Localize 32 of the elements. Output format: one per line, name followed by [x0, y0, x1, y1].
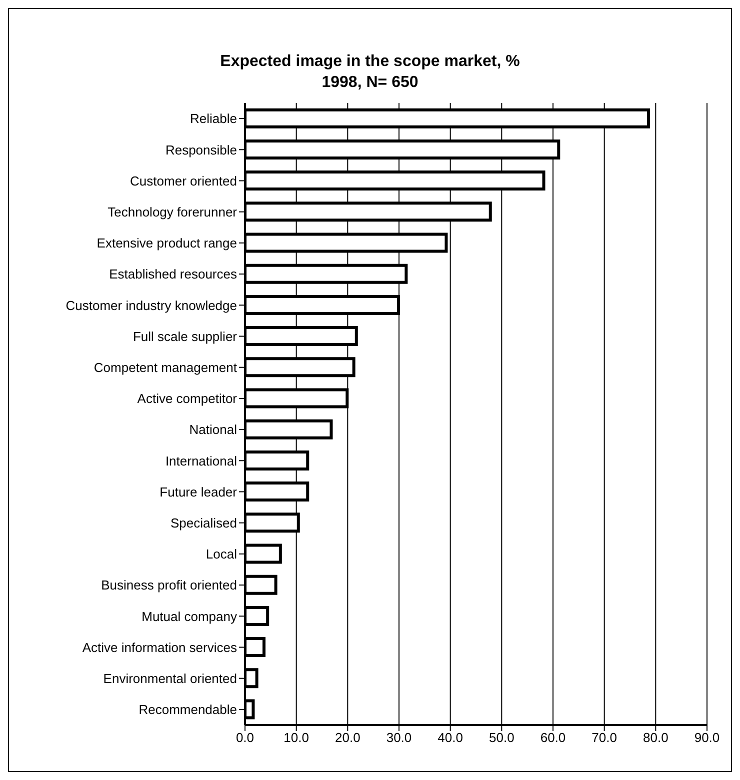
y-tick-label: Customer oriented	[130, 173, 237, 188]
y-tick-label: Recommendable	[138, 702, 237, 718]
chart-title: Expected image in the scope market, %	[219, 52, 521, 72]
y-tick-label: National	[189, 422, 238, 438]
x-tick-label: 80.0	[643, 730, 668, 746]
y-tick-label: Competent management	[94, 360, 238, 375]
y-tick-label: Responsible	[165, 142, 237, 158]
x-tick-label: 40.0	[438, 730, 463, 746]
x-tick-label: 0.0	[236, 730, 254, 746]
x-tick-label: 50.0	[489, 730, 514, 746]
y-tick-label: Technology forerunner	[108, 204, 238, 220]
x-tick-label: 20.0	[335, 730, 360, 746]
y-tick-label: Customer industry knowledge	[66, 298, 237, 313]
y-tick-label: Extensive product range	[96, 236, 237, 251]
y-tick-label: Environmental oriented	[103, 670, 237, 686]
y-tick-label: Local	[206, 546, 238, 562]
y-tick-label: Business profit oriented	[101, 578, 237, 593]
x-tick-label: 10.0	[284, 730, 309, 746]
y-tick-label: Active competitor	[137, 391, 238, 406]
y-tick-label: Active information services	[82, 640, 238, 655]
x-tick-label: 90.0	[694, 730, 720, 746]
y-tick-label: Full scale supplier	[132, 328, 238, 344]
y-tick-label: Mutual company	[142, 608, 238, 624]
y-tick-label: Reliable	[190, 111, 237, 126]
x-tick-label: 70.0	[592, 730, 617, 746]
x-tick-label: 60.0	[540, 730, 566, 746]
y-tick-label: Future leader	[160, 484, 238, 500]
x-tick-label: 30.0	[386, 730, 412, 746]
chart-subtitle: 1998, N= 650	[320, 73, 420, 93]
y-tick-label: Specialised	[170, 515, 237, 530]
y-tick-label: International	[165, 453, 238, 468]
y-tick-label: Established resources	[109, 266, 238, 282]
